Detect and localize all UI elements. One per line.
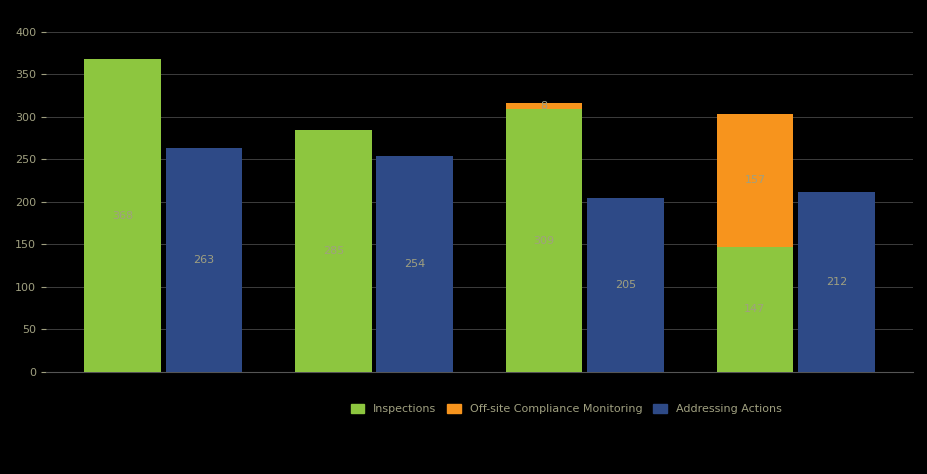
Legend: Inspections, Off-site Compliance Monitoring, Addressing Actions: Inspections, Off-site Compliance Monitor… — [345, 399, 786, 420]
Text: 205: 205 — [615, 280, 635, 290]
Bar — [376, 156, 452, 372]
Text: 254: 254 — [403, 259, 425, 269]
Bar — [295, 130, 371, 372]
Text: 8: 8 — [540, 101, 547, 111]
Text: 157: 157 — [743, 175, 765, 185]
Bar — [587, 198, 663, 372]
Bar — [165, 148, 242, 372]
Bar — [505, 109, 582, 372]
Bar — [797, 192, 874, 372]
Bar — [505, 102, 582, 109]
Text: 368: 368 — [112, 210, 133, 220]
Text: 309: 309 — [533, 236, 554, 246]
Text: 147: 147 — [743, 304, 765, 314]
Bar — [716, 247, 793, 372]
Text: 263: 263 — [193, 255, 214, 265]
Text: 285: 285 — [323, 246, 344, 256]
Text: 212: 212 — [825, 277, 846, 287]
Bar — [716, 114, 793, 247]
Bar — [84, 59, 160, 372]
